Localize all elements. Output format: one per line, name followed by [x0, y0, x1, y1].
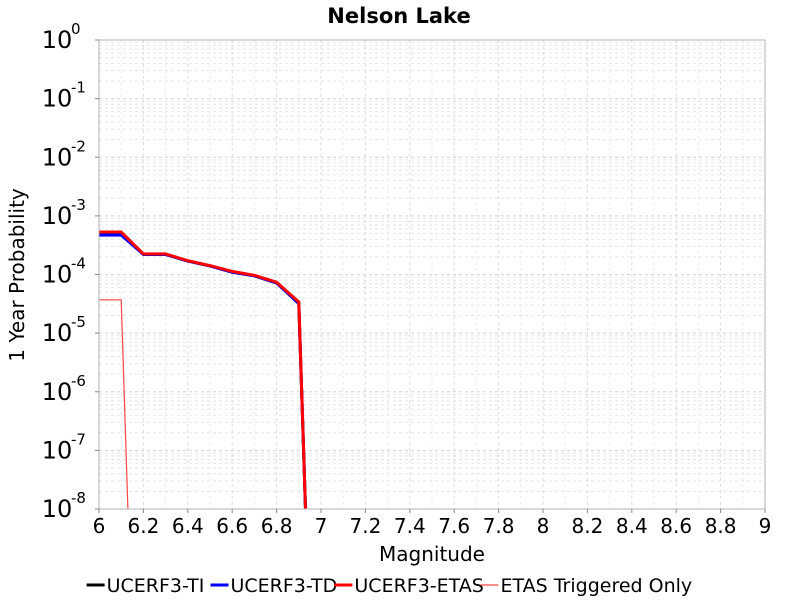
y-tick-label: 10-1 — [42, 79, 86, 113]
x-tick-label: 6.2 — [127, 514, 159, 538]
y-tick-base: 10 — [42, 495, 73, 523]
legend-label: UCERF3-TI — [107, 575, 205, 597]
y-tick-base: 10 — [42, 378, 73, 406]
series-group — [99, 230, 307, 509]
legend-item: UCERF3-TD — [210, 575, 338, 597]
legend-label: UCERF3-TD — [231, 575, 338, 597]
y-tick-base: 10 — [42, 261, 73, 289]
y-tick-exponent: -4 — [71, 255, 86, 273]
y-tick-exponent: -2 — [71, 137, 86, 155]
y-tick-base: 10 — [42, 143, 73, 171]
x-tick-label: 9 — [759, 514, 772, 538]
x-tick-label: 7.8 — [483, 514, 515, 538]
series-line-etas-triggered-only — [99, 299, 129, 509]
y-tick-exponent: -6 — [71, 372, 86, 390]
x-tick-label: 6 — [93, 514, 106, 538]
y-tick-label: 10-6 — [42, 372, 86, 406]
y-axis-label: 1 Year Probability — [5, 188, 29, 362]
x-tick-label: 8.8 — [705, 514, 737, 538]
y-tick-label: 10-7 — [42, 430, 86, 464]
y-tick-exponent: -1 — [71, 79, 86, 97]
y-tick-label: 10-5 — [42, 313, 86, 347]
y-tick-base: 10 — [42, 26, 73, 54]
x-axis-label: Magnitude — [379, 542, 485, 566]
legend-label: UCERF3-ETAS — [354, 575, 483, 597]
legend-item: ETAS Triggered Only — [480, 575, 693, 597]
series-line-ucerf3-etas — [99, 230, 307, 509]
y-tick-exponent: -7 — [71, 430, 86, 448]
y-tick-label: 100 — [42, 20, 81, 54]
y-tick-base: 10 — [42, 202, 73, 230]
x-tick-label: 6.8 — [261, 514, 293, 538]
x-tick-label: 7.2 — [349, 514, 381, 538]
y-tick-base: 10 — [42, 85, 73, 113]
legend: UCERF3-TI UCERF3-TD UCERF3-ETAS ETAS Trigge… — [86, 575, 693, 597]
y-tick-exponent: -8 — [71, 489, 86, 507]
y-tick-label: 10-3 — [42, 196, 86, 230]
legend-label: ETAS Triggered Only — [501, 575, 693, 597]
y-tick-label: 10-2 — [42, 137, 86, 171]
legend-item: UCERF3-ETAS — [334, 575, 484, 597]
x-tick-label: 8.6 — [660, 514, 692, 538]
y-tick-exponent: 0 — [71, 20, 81, 38]
x-tick-label: 8 — [537, 514, 550, 538]
x-tick-label: 8.2 — [571, 514, 603, 538]
y-tick-base: 10 — [42, 319, 73, 347]
y-tick-label: 10-4 — [42, 255, 86, 289]
y-tick-exponent: -3 — [71, 196, 86, 214]
chart-title: Nelson Lake — [327, 4, 470, 28]
y-tick-exponent: -5 — [71, 313, 86, 331]
x-tick-label: 6.4 — [172, 514, 204, 538]
x-tick-label: 8.4 — [616, 514, 648, 538]
x-tick-label: 6.6 — [216, 514, 248, 538]
y-tick-label: 10-8 — [42, 489, 86, 523]
x-axis-ticks: 6 6.2 6.4 6.6 6.8 7 7.2 7.4 7.6 7.8 8 8.2 8.4 8.6 8.8 9 — [93, 509, 772, 538]
x-tick-label: 7 — [315, 514, 328, 538]
legend-item: UCERF3-TI — [86, 575, 205, 597]
x-tick-label: 7.4 — [394, 514, 426, 538]
y-tick-base: 10 — [42, 436, 73, 464]
x-tick-label: 7.6 — [438, 514, 470, 538]
